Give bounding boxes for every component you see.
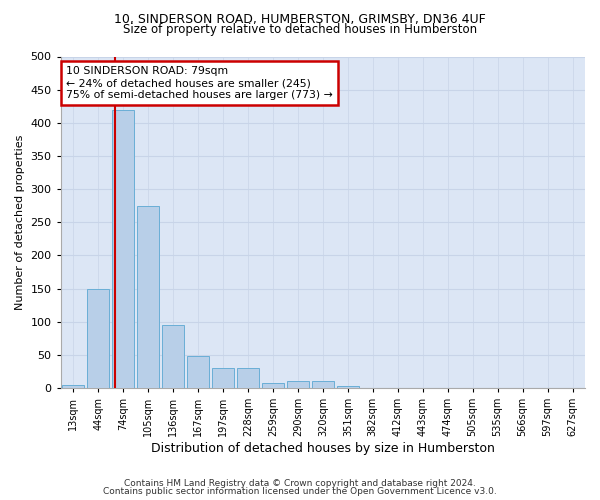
Bar: [87, 288, 109, 388]
Bar: [112, 110, 134, 388]
Bar: [187, 356, 209, 388]
X-axis label: Distribution of detached houses by size in Humberston: Distribution of detached houses by size …: [151, 442, 495, 455]
Bar: [137, 206, 160, 388]
Text: Contains HM Land Registry data © Crown copyright and database right 2024.: Contains HM Land Registry data © Crown c…: [124, 478, 476, 488]
Text: 10 SINDERSON ROAD: 79sqm
← 24% of detached houses are smaller (245)
75% of semi-: 10 SINDERSON ROAD: 79sqm ← 24% of detach…: [66, 66, 333, 100]
Y-axis label: Number of detached properties: Number of detached properties: [15, 134, 25, 310]
Text: 10, SINDERSON ROAD, HUMBERSTON, GRIMSBY, DN36 4UF: 10, SINDERSON ROAD, HUMBERSTON, GRIMSBY,…: [114, 12, 486, 26]
Bar: [212, 368, 234, 388]
Bar: [337, 386, 359, 388]
Text: Contains public sector information licensed under the Open Government Licence v3: Contains public sector information licen…: [103, 487, 497, 496]
Bar: [162, 325, 184, 388]
Text: Size of property relative to detached houses in Humberston: Size of property relative to detached ho…: [123, 22, 477, 36]
Bar: [287, 382, 309, 388]
Bar: [237, 368, 259, 388]
Bar: [62, 384, 85, 388]
Bar: [262, 384, 284, 388]
Bar: [311, 382, 334, 388]
